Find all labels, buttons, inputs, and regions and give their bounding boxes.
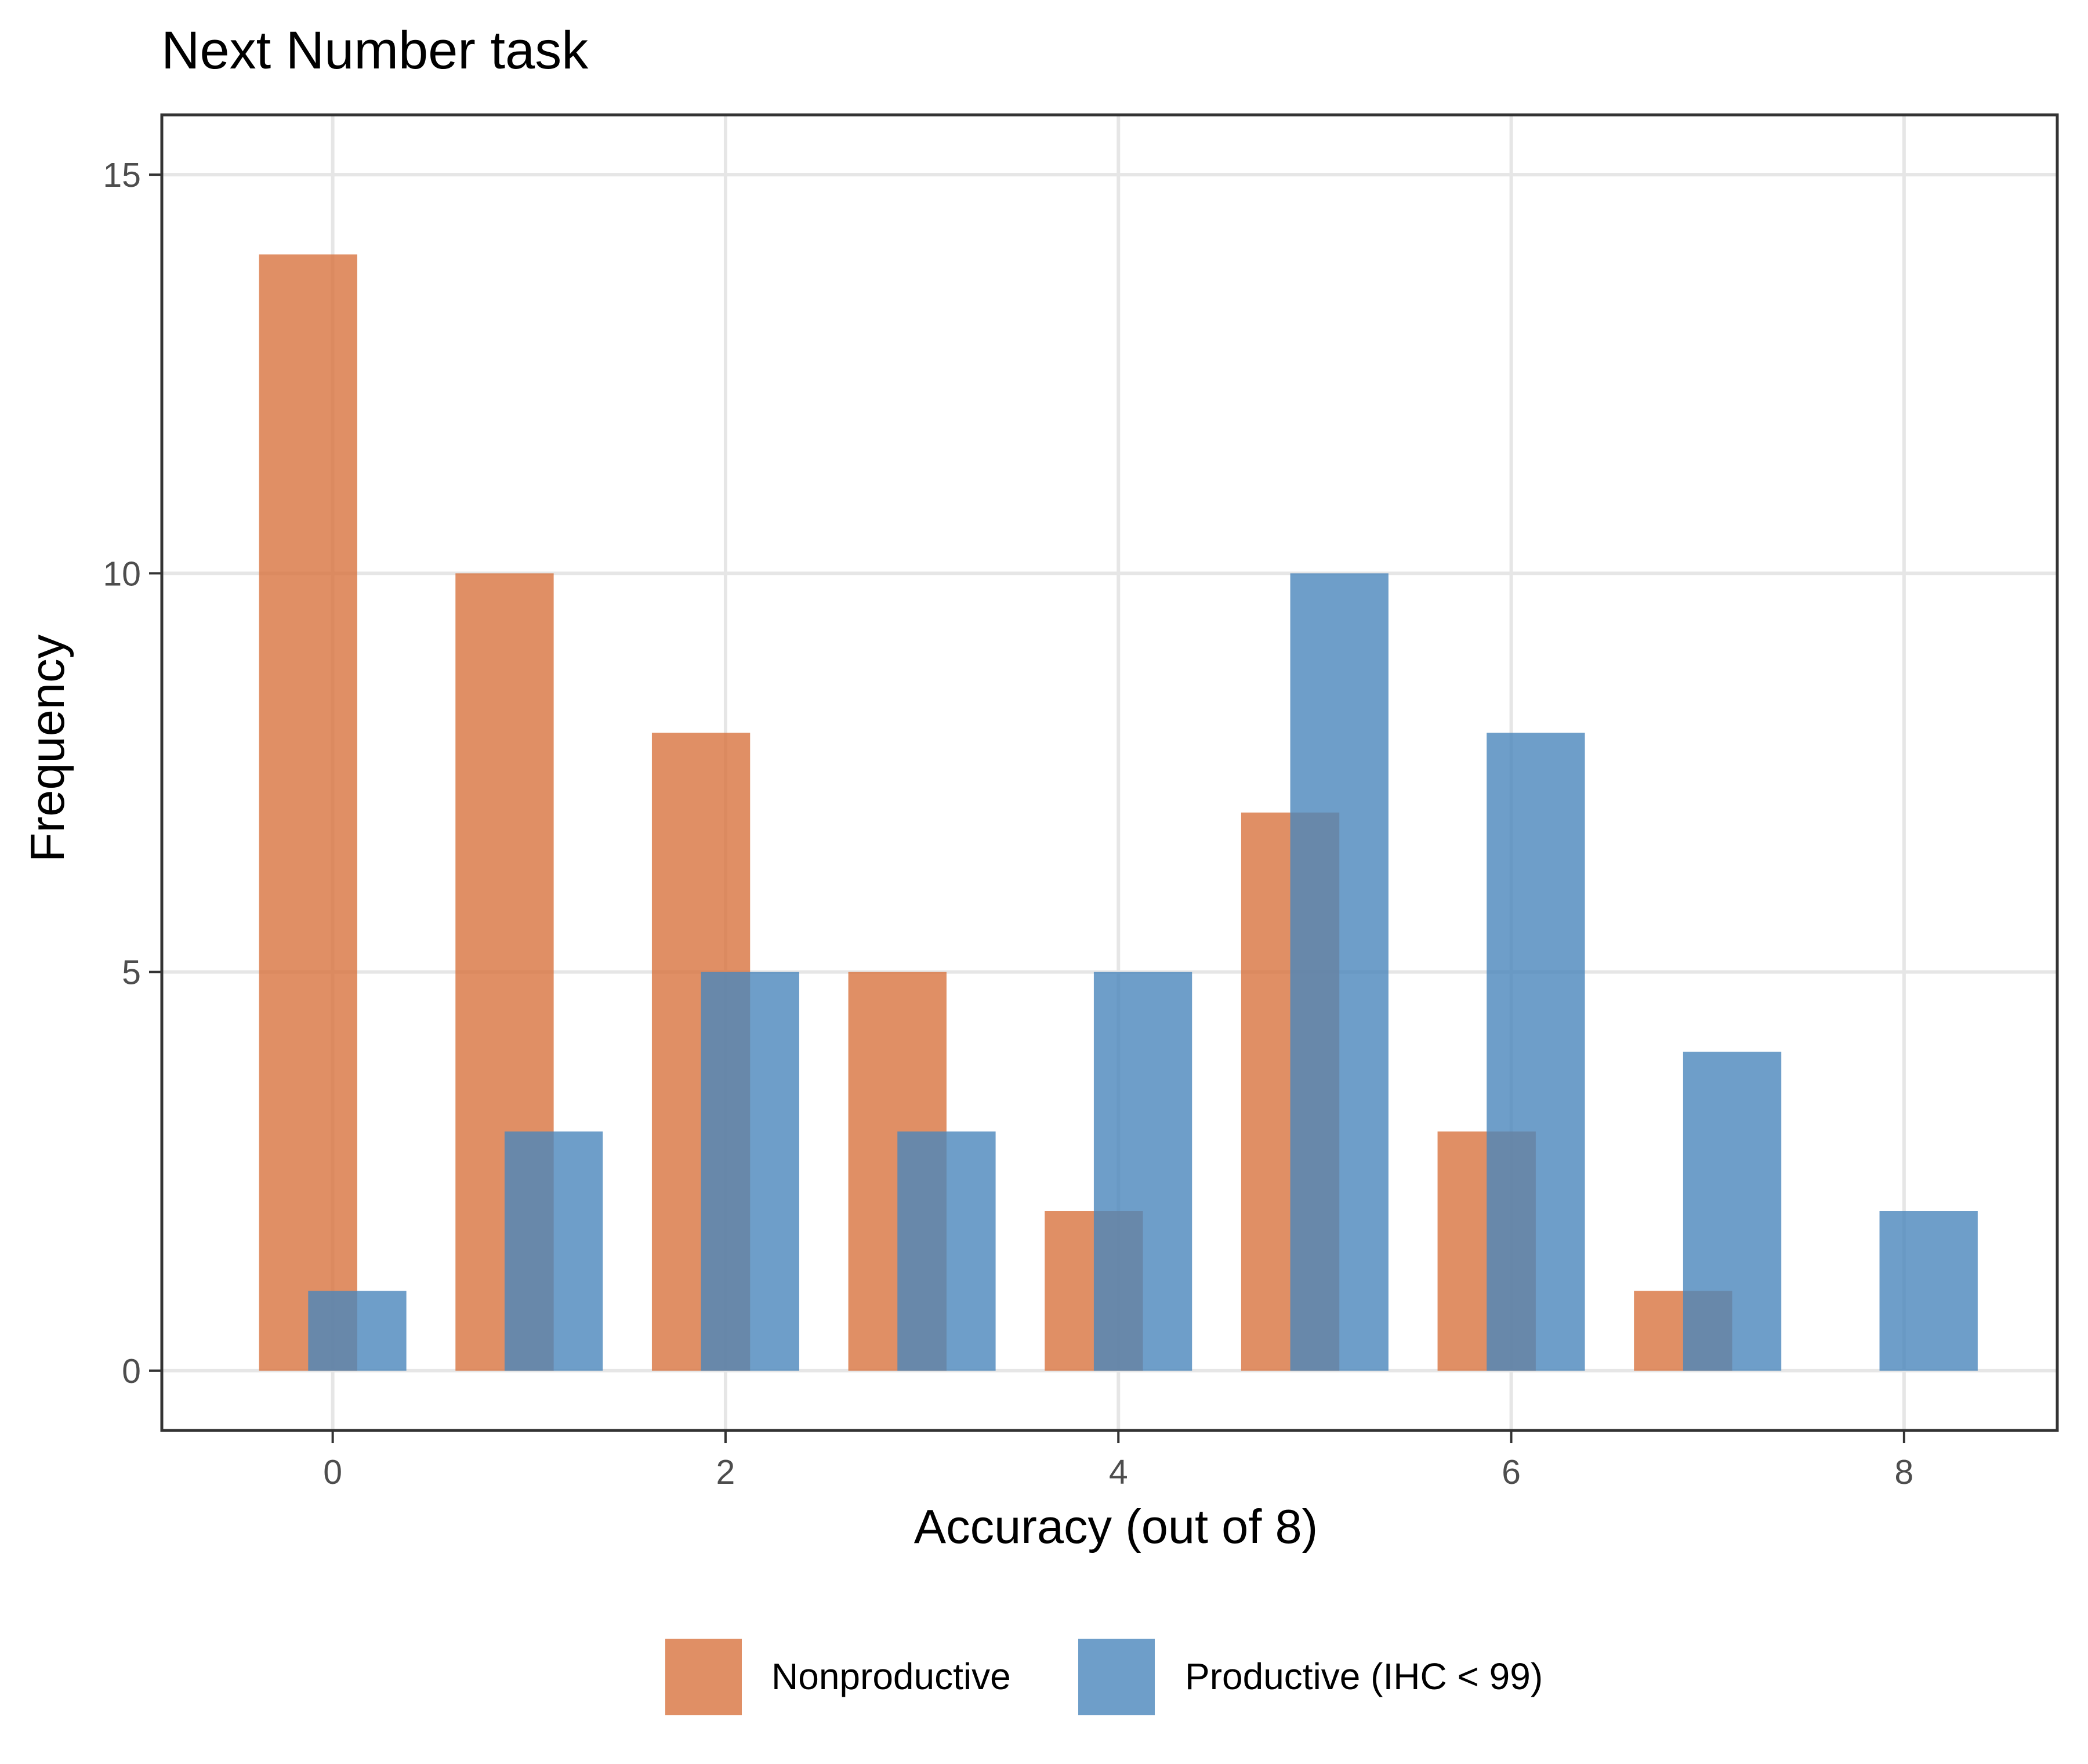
legend-key-1 (1078, 1639, 1155, 1715)
x-tick-label-4: 4 (1109, 1453, 1128, 1491)
y-tick-label-0: 0 (122, 1352, 141, 1390)
bar-series1-x7 (1683, 1052, 1782, 1371)
y-tick-label-5: 5 (122, 954, 141, 992)
x-tick-label-2: 2 (716, 1453, 735, 1491)
bars (259, 254, 1978, 1371)
bar-series1-x0 (308, 1291, 407, 1371)
x-tick-label-6: 6 (1502, 1453, 1521, 1491)
bar-series0-x0 (259, 254, 357, 1371)
axis-ticks: 0 2 4 6 8 0 5 10 15 (103, 156, 1913, 1491)
x-tick-label-0: 0 (323, 1453, 342, 1491)
legend-key-0 (665, 1639, 742, 1715)
bar-series1-x1 (504, 1131, 603, 1371)
bar-series1-x3 (897, 1131, 996, 1371)
bar-series1-x5 (1290, 573, 1389, 1371)
y-tick-label-15: 15 (103, 156, 141, 194)
plot-border (160, 113, 2059, 1432)
legend-label-1: Productive (IHC < 99) (1185, 1656, 1543, 1697)
bar-series1-x4 (1093, 972, 1192, 1371)
bar-series1-x6 (1487, 733, 1585, 1371)
x-tick-label-8: 8 (1894, 1453, 1913, 1491)
y-tick-label-10: 10 (103, 555, 141, 593)
chart-title: Next Number task (161, 21, 589, 80)
legend-label-0: Nonproductive (771, 1656, 1011, 1697)
x-axis-label: Accuracy (out of 8) (914, 1499, 1318, 1553)
bar-series1-x8 (1879, 1211, 1978, 1371)
legend: Nonproductive Productive (IHC < 99) (665, 1639, 1543, 1715)
y-axis-label: Frequency (20, 634, 74, 862)
bar-series1-x2 (701, 972, 799, 1371)
